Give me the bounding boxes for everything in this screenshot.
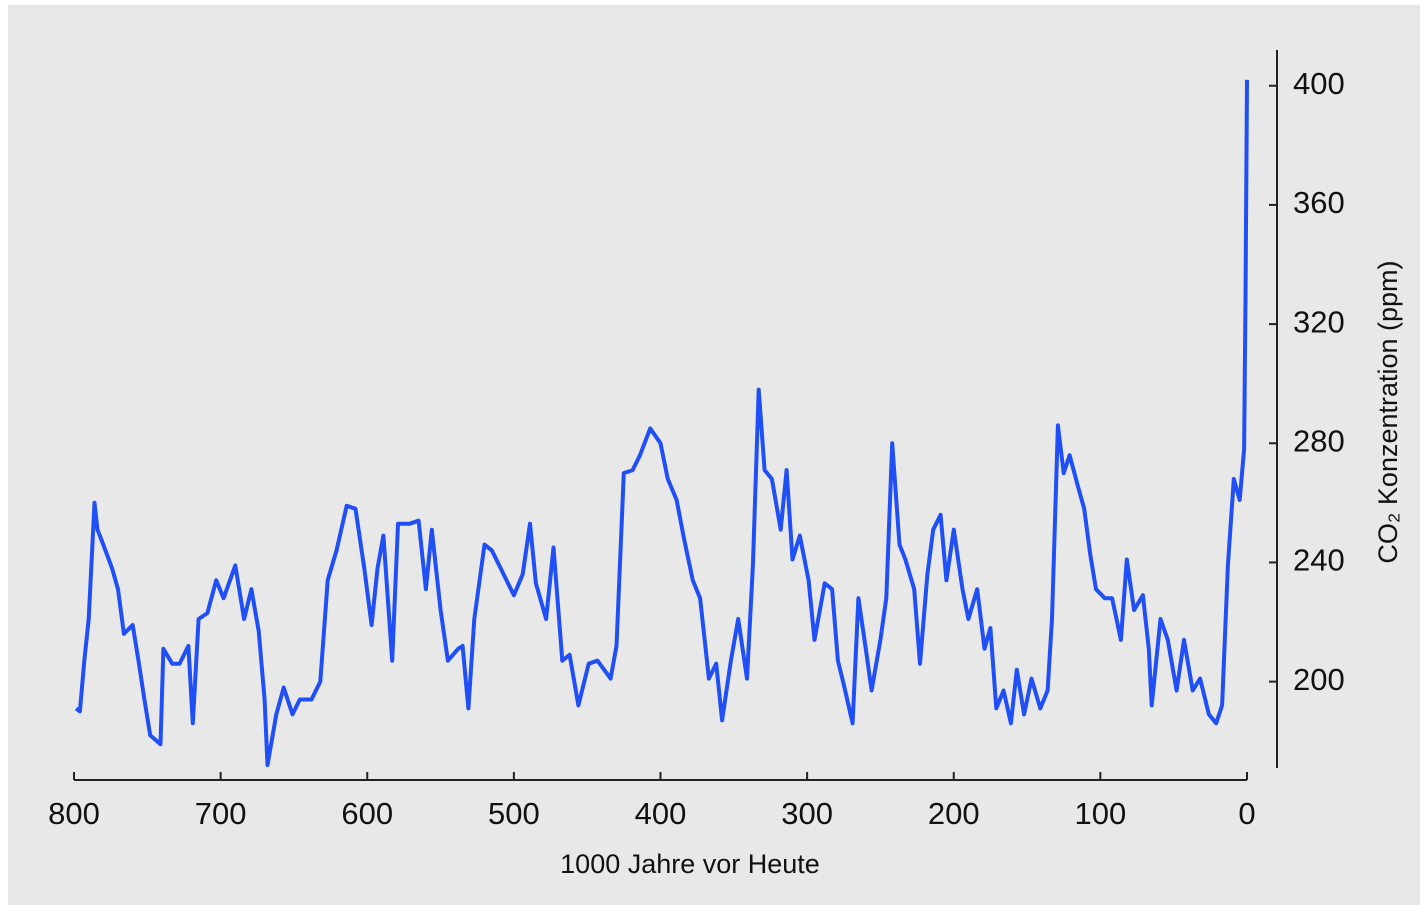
x-tick-label: 400 [635, 796, 687, 831]
data-line [74, 79, 1249, 767]
x-axis-label: 1000 Jahre vor Heute [560, 849, 820, 879]
y-tick-label: 240 [1293, 543, 1345, 578]
x-tick-label: 100 [1075, 796, 1127, 831]
x-tick-label: 700 [195, 796, 247, 831]
x-tick-label: 800 [48, 796, 100, 831]
y-tick-label: 280 [1293, 423, 1345, 458]
x-tick-label: 600 [341, 796, 393, 831]
y-tick-label: 400 [1293, 66, 1345, 101]
y-axis-label: CO₂ Konzentration (ppm) [1373, 260, 1403, 563]
y-tick-label: 360 [1293, 185, 1345, 220]
y-tick-label: 320 [1293, 304, 1345, 339]
y-tick-label: 200 [1293, 662, 1345, 697]
plot-background [8, 5, 1420, 905]
x-tick-label: 200 [928, 796, 980, 831]
x-tick-label: 300 [781, 796, 833, 831]
x-tick-label: 0 [1238, 796, 1255, 831]
x-tick-label: 500 [488, 796, 540, 831]
